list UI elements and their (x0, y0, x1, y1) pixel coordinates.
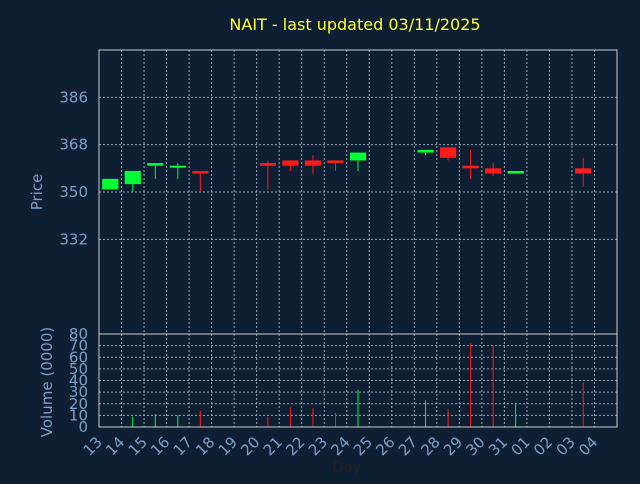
candle-body (462, 165, 479, 169)
chart-title: NAIT - last updated 03/11/2025 (229, 15, 480, 34)
volume-tick-label: 40 (69, 372, 88, 390)
volume-tick-label: 20 (69, 395, 88, 413)
candle-body (259, 163, 277, 166)
candle-body (417, 149, 434, 153)
price-axis-label: Price (28, 174, 46, 211)
candle-body (102, 178, 119, 190)
candle-body (349, 152, 367, 161)
volume-axis-label: Volume (0000) (38, 327, 56, 437)
volume-tick-label: 50 (69, 360, 88, 378)
candle-body (147, 163, 164, 166)
volume-tick-label: 0 (78, 418, 88, 436)
candle-body (485, 168, 502, 174)
volume-tick-label: 60 (69, 348, 88, 366)
price-tick-label: 332 (59, 230, 88, 248)
candle-body (124, 170, 141, 185)
volume-panel-frame (98, 333, 618, 428)
candle-body (439, 147, 457, 158)
price-tick-label: 386 (59, 88, 88, 106)
day-axis-label: Day (332, 458, 362, 476)
price-tick-label: 350 (59, 183, 88, 201)
candle-body (304, 160, 322, 166)
volume-tick-label: 70 (69, 337, 88, 355)
candle-body (507, 170, 524, 174)
candle-body (282, 160, 299, 166)
day-tick-label: 04 (575, 433, 601, 459)
candle-body (575, 168, 592, 174)
volume-tick-label: 80 (69, 325, 88, 343)
volume-tick-label: 30 (69, 383, 88, 401)
price-tick-label: 368 (59, 136, 88, 154)
candle-body (169, 165, 186, 168)
candle-body (192, 170, 209, 174)
volume-tick-label: 10 (69, 406, 88, 424)
candle-body (327, 160, 344, 164)
